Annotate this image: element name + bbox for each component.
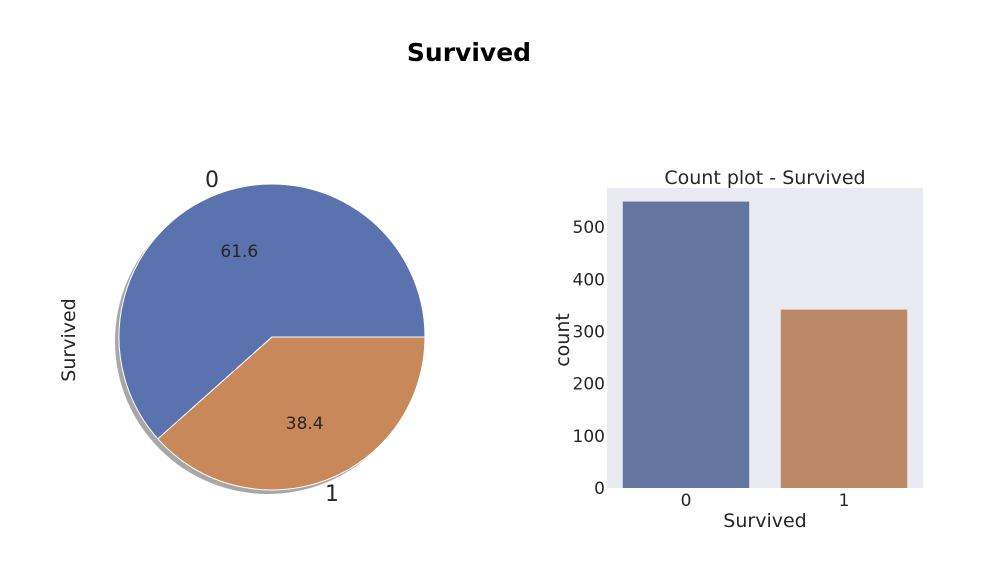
pie-label-0: 0	[205, 168, 219, 193]
bar-1	[780, 309, 908, 488]
y-tick-label-400: 400	[573, 270, 605, 290]
y-tick-label-300: 300	[573, 323, 605, 343]
pie-label-1: 1	[325, 482, 339, 507]
y-tick-label-500: 500	[573, 218, 605, 238]
pie-slice-0	[118, 183, 426, 440]
pie-value-label-0: 61.6	[220, 242, 258, 262]
pie-chart: Survived 0 61.6 1 38.4	[58, 168, 426, 507]
pie-value-label-1: 38.4	[286, 414, 324, 434]
bar-chart-title: Count plot - Survived	[664, 167, 865, 189]
x-tick-label-1: 1	[839, 491, 850, 511]
y-tick-label-100: 100	[573, 427, 605, 447]
bar-ylabel: count	[552, 313, 574, 367]
pie-ylabel: Survived	[58, 298, 80, 381]
bar-0	[622, 201, 750, 488]
bar-xlabel: Survived	[723, 510, 806, 532]
y-tick-label-200: 200	[573, 375, 605, 395]
figure-title: Survived	[406, 38, 532, 67]
pie-slice-1	[157, 336, 426, 491]
y-tick-label-0: 0	[594, 479, 605, 499]
bar-chart: Count plot - Survived Survived count 0 10…	[552, 167, 923, 532]
x-tick-label-0: 0	[681, 491, 692, 511]
